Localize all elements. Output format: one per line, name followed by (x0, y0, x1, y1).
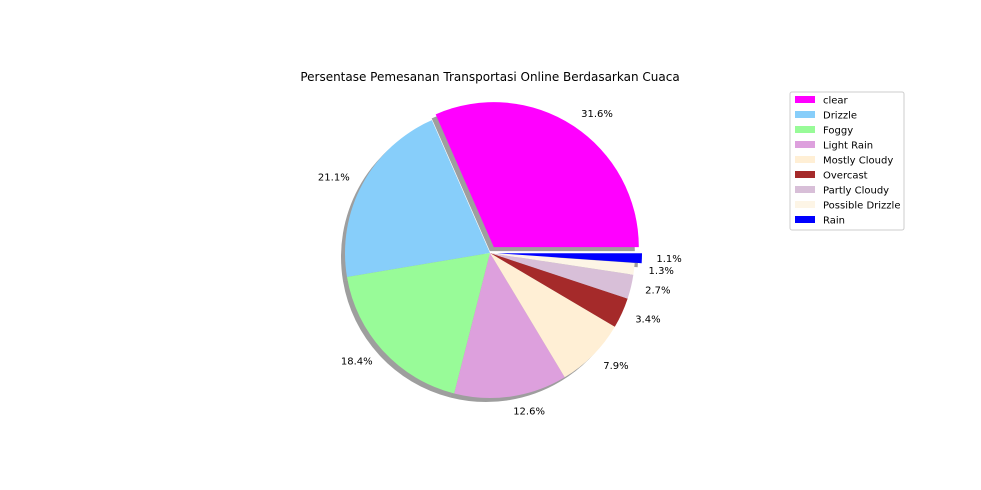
legend-label-possible-drizzle: Possible Drizzle (823, 201, 900, 212)
pie-slice-overcast (490, 253, 628, 327)
legend-frame (789, 91, 905, 231)
pct-label-drizzle: 21.1% (318, 173, 350, 184)
pct-label-partly-cloudy: 2.7% (645, 286, 670, 297)
pct-label-overcast: 3.4% (635, 315, 660, 326)
pie-slice-mostly-cloudy (490, 253, 615, 378)
pct-label-foggy: 18.4% (341, 356, 373, 367)
legend-swatch-clear (795, 96, 815, 103)
legend-label-mostly-cloudy: Mostly Cloudy (823, 156, 893, 167)
legend-swatch-light-rain (795, 141, 815, 148)
legend-swatch-foggy (795, 126, 815, 133)
pie-slice-rain (496, 253, 642, 264)
pie-slice-clear (435, 102, 639, 248)
legend-label-partly-cloudy: Partly Cloudy (823, 186, 889, 197)
legend-swatch-rain (795, 216, 815, 223)
pie-slices (345, 102, 642, 398)
pie-slice-light-rain (454, 253, 565, 398)
pie-slice-possible-drizzle (490, 253, 635, 275)
pie-slice-drizzle (345, 120, 490, 278)
legend-swatch-mostly-cloudy (795, 156, 815, 163)
pct-label-clear: 31.6% (581, 109, 613, 120)
legend-label-clear: clear (823, 96, 849, 107)
legend-label-overcast: Overcast (823, 171, 868, 182)
pct-label-possible-drizzle: 1.3% (649, 266, 674, 277)
pie-slice-partly-cloudy (490, 253, 634, 299)
pct-label-mostly-cloudy: 7.9% (603, 361, 628, 372)
pct-label-rain: 1.1% (656, 254, 681, 265)
legend-swatch-overcast (795, 171, 815, 178)
legend-label-light-rain: Light Rain (823, 141, 873, 152)
legend: clear Drizzle Foggy Light Rain Mostly Cloudy… (789, 91, 905, 231)
legend-swatch-drizzle (795, 111, 815, 118)
chart-title: Persentase Pemesanan Transportasi Online… (300, 70, 679, 84)
legend-label-rain: Rain (823, 216, 845, 227)
legend-swatch-possible-drizzle (795, 201, 815, 208)
pie-value-labels: 31.6% 21.1% 18.4% 12.6% 7.9% 3.4% 2.7% 1.3%1.1% (318, 109, 682, 417)
pct-label-light-rain: 12.6% (513, 406, 545, 417)
legend-swatch-partly-cloudy (795, 186, 815, 193)
pie-slice-foggy (347, 253, 490, 394)
legend-label-drizzle: Drizzle (823, 111, 857, 122)
legend-label-foggy: Foggy (823, 126, 853, 137)
